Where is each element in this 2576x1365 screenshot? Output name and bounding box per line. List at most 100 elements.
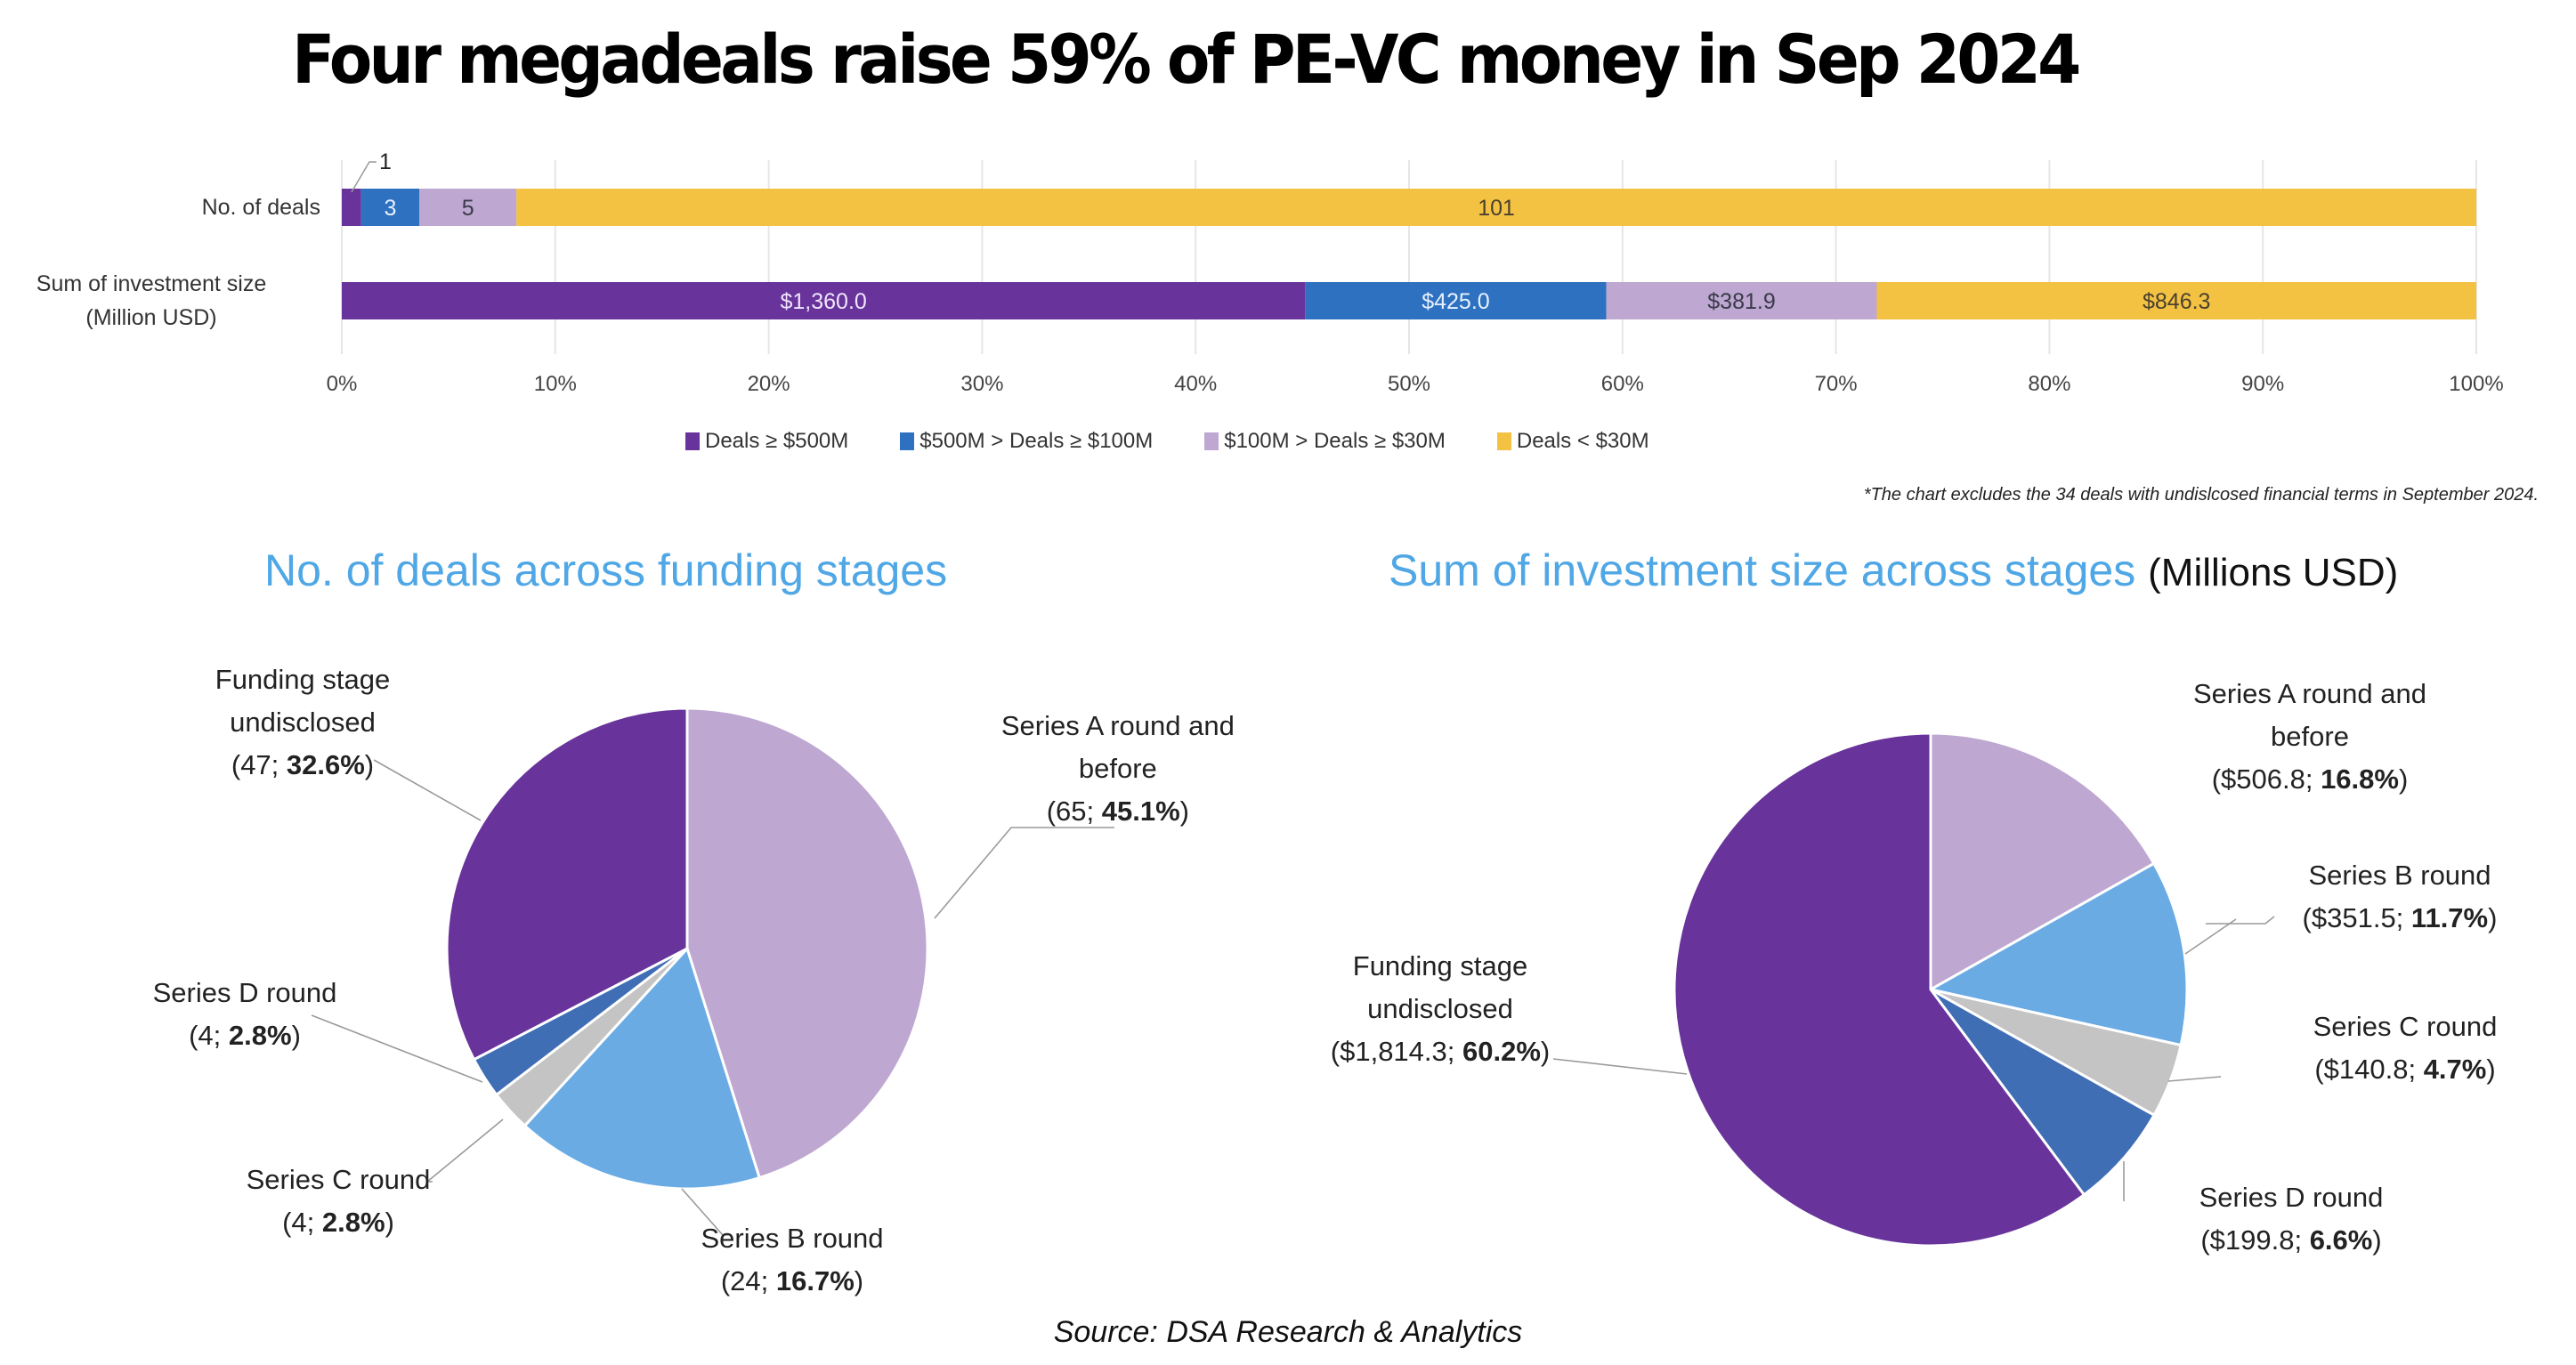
label-leader-line	[2206, 916, 2275, 925]
footnote: *The chart excludes the 34 deals with un…	[1863, 485, 2539, 505]
pie-label-close: )	[291, 1020, 301, 1051]
pie-label-value: ($506.8; 16.8%)	[2193, 758, 2426, 801]
pie-label-name: Funding stage	[1352, 950, 1528, 981]
stacked-bar-chart: 1 3 5 101 $1,360.0 $425.0 $381.9 $846.3	[341, 149, 2477, 354]
legend-label: $100M > Deals ≥ $30M	[1224, 429, 1446, 453]
pie-label-name: Series A round and	[1000, 710, 1235, 741]
pie-label-percent: 16.7%	[775, 1265, 855, 1296]
pie-label-count: ($351.5;	[2302, 902, 2411, 933]
x-tick-label: 10%	[533, 372, 577, 396]
bar-data-label: 5	[462, 196, 474, 221]
pie-label-name: Series B round	[2308, 860, 2491, 891]
pie-label-name: Series C round	[2313, 1011, 2498, 1042]
x-tick-label: 0%	[326, 372, 358, 396]
pie-label-name: Series D round	[2199, 1182, 2384, 1213]
pie-label-close: )	[2486, 1054, 2496, 1085]
x-tick-label: 90%	[2241, 372, 2285, 396]
pie-label-name: undisclosed	[230, 707, 376, 738]
pie-label-name: Series D round	[152, 977, 337, 1008]
pie-label-name: Series B round	[701, 1223, 884, 1254]
x-tick-label: 100%	[2449, 372, 2504, 396]
pie-slice-label: Funding stage undisclosed ($1,814.3; 60.2%…	[1331, 945, 1550, 1073]
label-leader-line	[1552, 1058, 1688, 1075]
pie-title-text: No. of deals across funding stages	[264, 545, 948, 595]
bar-category-label: No. of deals	[18, 190, 320, 224]
bar-data-label: $846.3	[2143, 289, 2210, 314]
bar-segment	[360, 189, 420, 226]
pie-slice-label: Series C round ($140.8; 4.7%)	[2313, 1006, 2498, 1091]
pie-label-close: )	[1540, 1036, 1551, 1067]
label-leader-line	[2184, 918, 2237, 955]
bar-data-label: 101	[1478, 196, 1515, 221]
pie-label-close: )	[364, 749, 375, 780]
pie-label-percent: 2.8%	[321, 1207, 385, 1238]
pie-label-close: )	[2398, 763, 2409, 795]
pie-label-name: Series A round and	[2193, 678, 2426, 709]
pie-slice-label: Funding stage undisclosed (47; 32.6%)	[215, 658, 390, 787]
label-leader-line	[934, 827, 1114, 919]
pie-label-name: undisclosed	[1367, 993, 1513, 1024]
pie-label-close: )	[1179, 796, 1189, 827]
label-leader-line	[351, 161, 377, 193]
bar-segment	[419, 189, 517, 226]
legend-swatch	[1496, 432, 1511, 450]
x-tick-label: 70%	[1814, 372, 1858, 396]
label-leader-line	[681, 1188, 732, 1236]
pie-label-percent: 11.7%	[2410, 902, 2489, 933]
pie-label-count: (47;	[231, 749, 287, 780]
pie-label-value: (4; 2.8%)	[247, 1201, 431, 1244]
pie-slice	[1929, 861, 2189, 1047]
pie-label-name: before	[2271, 721, 2349, 752]
pie-label-percent: 16.8%	[2321, 763, 2399, 795]
pie-label-close: )	[854, 1265, 864, 1296]
bar-category-line: (Million USD)	[85, 305, 217, 330]
pie-label-name: Series C round	[246, 1164, 431, 1195]
pie-slice	[445, 707, 689, 1062]
pie-label-count: ($1,814.3;	[1330, 1036, 1462, 1067]
pie-1	[1673, 731, 2189, 1248]
pie-slice-label: Series A round and before ($506.8; 16.8%)	[2193, 673, 2426, 801]
x-tick-label: 30%	[960, 372, 1004, 396]
legend-item: Deals ≥ $500M	[685, 429, 848, 454]
legend-swatch	[900, 432, 915, 450]
legend-label: Deals < $30M	[1516, 429, 1649, 453]
x-tick-label: 80%	[2028, 372, 2071, 396]
label-leader-line	[2167, 1076, 2222, 1082]
pie-label-value: (24; 16.7%)	[701, 1260, 883, 1303]
pie-label-value: (4; 2.8%)	[153, 1014, 337, 1057]
pie-label-close: )	[2488, 902, 2498, 933]
pie-label-percent: 2.8%	[228, 1020, 292, 1051]
x-tick-label: 50%	[1387, 372, 1431, 396]
chart-title: Four megadeals raise 59% of PE-VC money …	[292, 20, 2081, 99]
pie-slice-label: Series D round ($199.8; 6.6%)	[2199, 1176, 2384, 1262]
pie-label-count: (65;	[1046, 796, 1102, 827]
pie-slice-label: Series B round (24; 16.7%)	[701, 1217, 883, 1303]
pie-label-name: before	[1078, 753, 1157, 784]
pie-label-percent: 4.7%	[2423, 1054, 2487, 1085]
bar-category-line: Sum of investment size	[36, 271, 267, 296]
legend-item: $100M > Deals ≥ $30M	[1204, 429, 1446, 454]
pie-0	[445, 707, 929, 1191]
pie-label-value: ($199.8; 6.6%)	[2199, 1219, 2384, 1262]
pie-label-value: ($351.5; 11.7%)	[2303, 897, 2498, 940]
label-leader-line	[425, 1119, 504, 1183]
bar-data-label: $425.0	[1422, 289, 1489, 314]
legend-label: Deals ≥ $500M	[705, 429, 849, 453]
pie-label-value: ($1,814.3; 60.2%)	[1331, 1030, 1550, 1073]
pie-label-count: (4;	[189, 1020, 229, 1051]
x-tick-label: 20%	[747, 372, 790, 396]
bar-category-label: Sum of investment size (Million USD)	[0, 267, 338, 335]
pie-slice-label: Series B round ($351.5; 11.7%)	[2303, 854, 2498, 940]
pie-label-close: )	[2372, 1224, 2382, 1256]
pie-label-value: ($140.8; 4.7%)	[2313, 1048, 2498, 1091]
bar-data-label: $1,360.0	[781, 289, 867, 314]
pie-label-value: (47; 32.6%)	[215, 744, 390, 787]
pie-label-count: ($199.8;	[2200, 1224, 2310, 1256]
bar-segment	[342, 282, 1306, 319]
legend-item: Deals < $30M	[1496, 429, 1649, 454]
bar-segment	[516, 189, 2477, 226]
bar-segment	[1606, 282, 1877, 319]
legend-item: $500M > Deals ≥ $100M	[900, 429, 1153, 454]
pie-label-close: )	[385, 1207, 394, 1238]
